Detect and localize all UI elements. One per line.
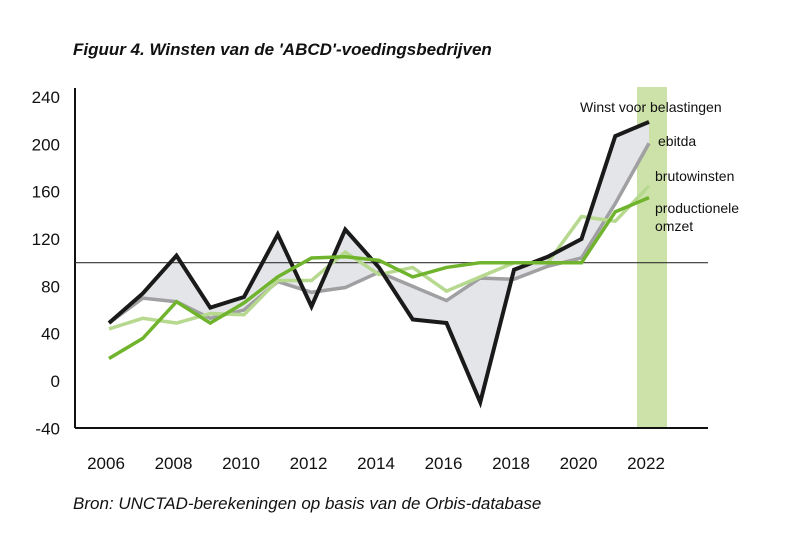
y-tick-label: 160 [32, 183, 60, 202]
y-tick-label: 240 [32, 88, 60, 107]
legend-label-2: brutowinsten [655, 168, 734, 184]
x-tick-label: 2012 [290, 454, 328, 473]
legend-label-1: ebitda [658, 133, 696, 149]
legend-label-3: productionele omzet [655, 200, 739, 234]
x-tick-label: 2020 [560, 454, 598, 473]
x-tick-label: 2022 [627, 454, 665, 473]
y-tick-label: 200 [32, 135, 60, 154]
y-tick-label: 40 [41, 325, 60, 344]
y-tick-label: 80 [41, 277, 60, 296]
x-tick-label: 2014 [357, 454, 395, 473]
y-tick-label: 0 [51, 372, 60, 391]
series-line-productionele-omzet [108, 196, 650, 361]
x-tick-label: 2016 [425, 454, 463, 473]
x-tick-label: 2008 [155, 454, 193, 473]
chart-source: Bron: UNCTAD-berekeningen op basis van d… [73, 494, 542, 513]
series-line-winst-voor-belastingen [107, 120, 650, 409]
x-tick-label: 2006 [87, 454, 125, 473]
x-tick-label: 2018 [492, 454, 530, 473]
y-tick-label: 120 [32, 230, 60, 249]
legend-label-0: Winst voor belastingen [580, 99, 722, 115]
y-tick-label: -40 [35, 419, 60, 438]
chart-title: Figuur 4. Winsten van de 'ABCD'-voedings… [73, 40, 492, 59]
x-tick-label: 2010 [222, 454, 260, 473]
